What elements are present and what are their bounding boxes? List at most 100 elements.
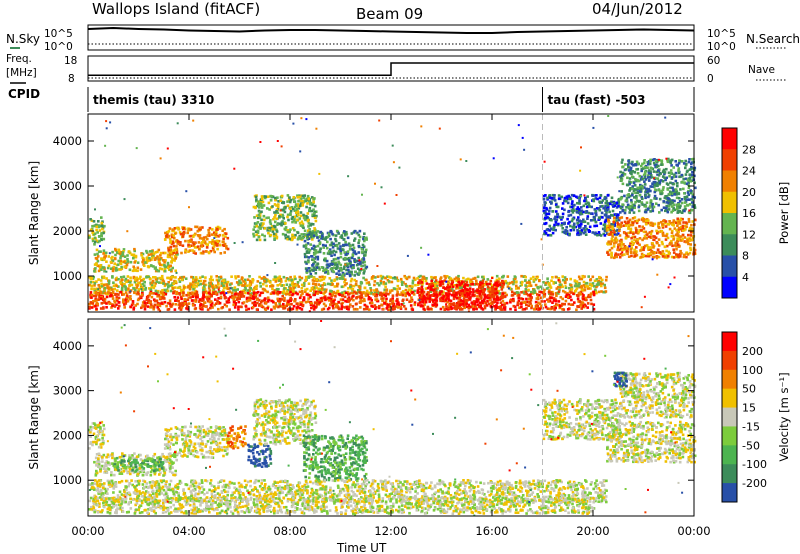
data-cell — [688, 228, 691, 232]
data-cell — [643, 254, 647, 258]
data-cell — [168, 299, 172, 302]
data-cell — [477, 305, 481, 308]
data-cell — [582, 210, 585, 214]
data-cell — [652, 244, 656, 248]
data-cell — [579, 232, 582, 236]
data-cell — [554, 292, 558, 295]
data-cell — [605, 226, 609, 230]
data-cell — [418, 301, 422, 304]
data-cell — [237, 294, 240, 297]
data-cell — [96, 264, 100, 268]
data-cell — [548, 206, 552, 210]
data-cell — [435, 285, 439, 288]
data-cell — [177, 278, 181, 281]
data-cell — [348, 270, 351, 274]
data-cell — [642, 217, 646, 221]
data-cell — [313, 260, 317, 264]
data-cell — [561, 303, 564, 306]
data-cell — [647, 221, 650, 225]
data-cell — [292, 304, 296, 308]
data-cell — [580, 212, 584, 216]
data-cell — [590, 212, 593, 215]
data-cell — [242, 301, 246, 304]
data-cell — [90, 306, 94, 309]
data-cell — [486, 285, 490, 289]
data-cell — [599, 280, 603, 284]
data-cell — [341, 273, 345, 277]
data-cell — [89, 301, 93, 304]
data-cell — [580, 307, 583, 310]
nave-lo: 0 — [707, 73, 714, 85]
data-cell — [660, 230, 664, 233]
data-cell — [216, 247, 219, 251]
data-cell — [134, 288, 137, 292]
data-cell — [427, 307, 430, 311]
data-cell — [342, 267, 346, 271]
data-cell — [307, 276, 311, 279]
data-cell — [156, 303, 159, 307]
data-cell — [280, 201, 284, 204]
data-cell — [589, 283, 592, 286]
data-cell — [388, 308, 391, 311]
data-cell — [572, 217, 575, 221]
data-cell — [103, 287, 107, 290]
data-cell — [146, 259, 149, 263]
data-cell — [166, 308, 170, 311]
data-cell — [144, 261, 147, 264]
data-cell — [295, 207, 299, 211]
data-cell — [116, 251, 119, 254]
data-cell — [118, 252, 122, 255]
data-cell — [268, 226, 271, 230]
data-cell — [257, 235, 261, 239]
data-cell — [148, 259, 152, 262]
data-cell — [162, 282, 165, 285]
data-cell — [326, 235, 330, 239]
cpid-label: CPID — [8, 87, 40, 101]
nsky-lo: 10^0 — [44, 41, 73, 53]
data-cell — [117, 293, 120, 296]
data-cell — [343, 306, 347, 309]
data-cell — [276, 223, 279, 226]
data-cell — [279, 213, 282, 217]
data-cell — [545, 287, 549, 290]
data-cell — [333, 285, 337, 288]
data-cell — [99, 297, 103, 300]
data-cell — [545, 228, 549, 232]
data-cell — [140, 279, 143, 282]
data-cell — [646, 254, 649, 258]
data-cell — [94, 299, 97, 302]
data-cell — [417, 281, 420, 284]
data-cell — [120, 288, 124, 292]
data-cell — [98, 289, 102, 292]
data-cell — [241, 284, 244, 287]
data-cell — [133, 261, 136, 264]
data-cell — [219, 291, 223, 295]
data-cell — [497, 289, 500, 293]
data-cell — [689, 246, 692, 250]
data-cell — [263, 279, 266, 283]
data-cell — [184, 300, 187, 304]
data-cell — [337, 293, 341, 296]
data-cell — [272, 278, 275, 281]
data-cell — [658, 230, 662, 233]
data-cell — [629, 227, 633, 231]
data-cell — [448, 292, 451, 296]
data-cell — [239, 281, 242, 284]
data-cell — [335, 277, 339, 281]
data-cell — [312, 308, 316, 311]
data-cell — [628, 218, 632, 222]
data-cell — [293, 218, 296, 221]
data-cell — [182, 226, 185, 230]
data-cell — [150, 253, 153, 256]
data-cell — [115, 266, 118, 270]
data-cell — [610, 254, 613, 258]
data-cell — [100, 216, 103, 219]
data-cell — [548, 292, 551, 295]
data-cell — [208, 295, 211, 298]
data-cell — [93, 263, 97, 266]
data-cell — [285, 302, 289, 305]
data-cell — [384, 276, 387, 280]
data-cell — [555, 205, 559, 209]
data-cell — [132, 308, 135, 311]
data-cell — [328, 250, 331, 253]
